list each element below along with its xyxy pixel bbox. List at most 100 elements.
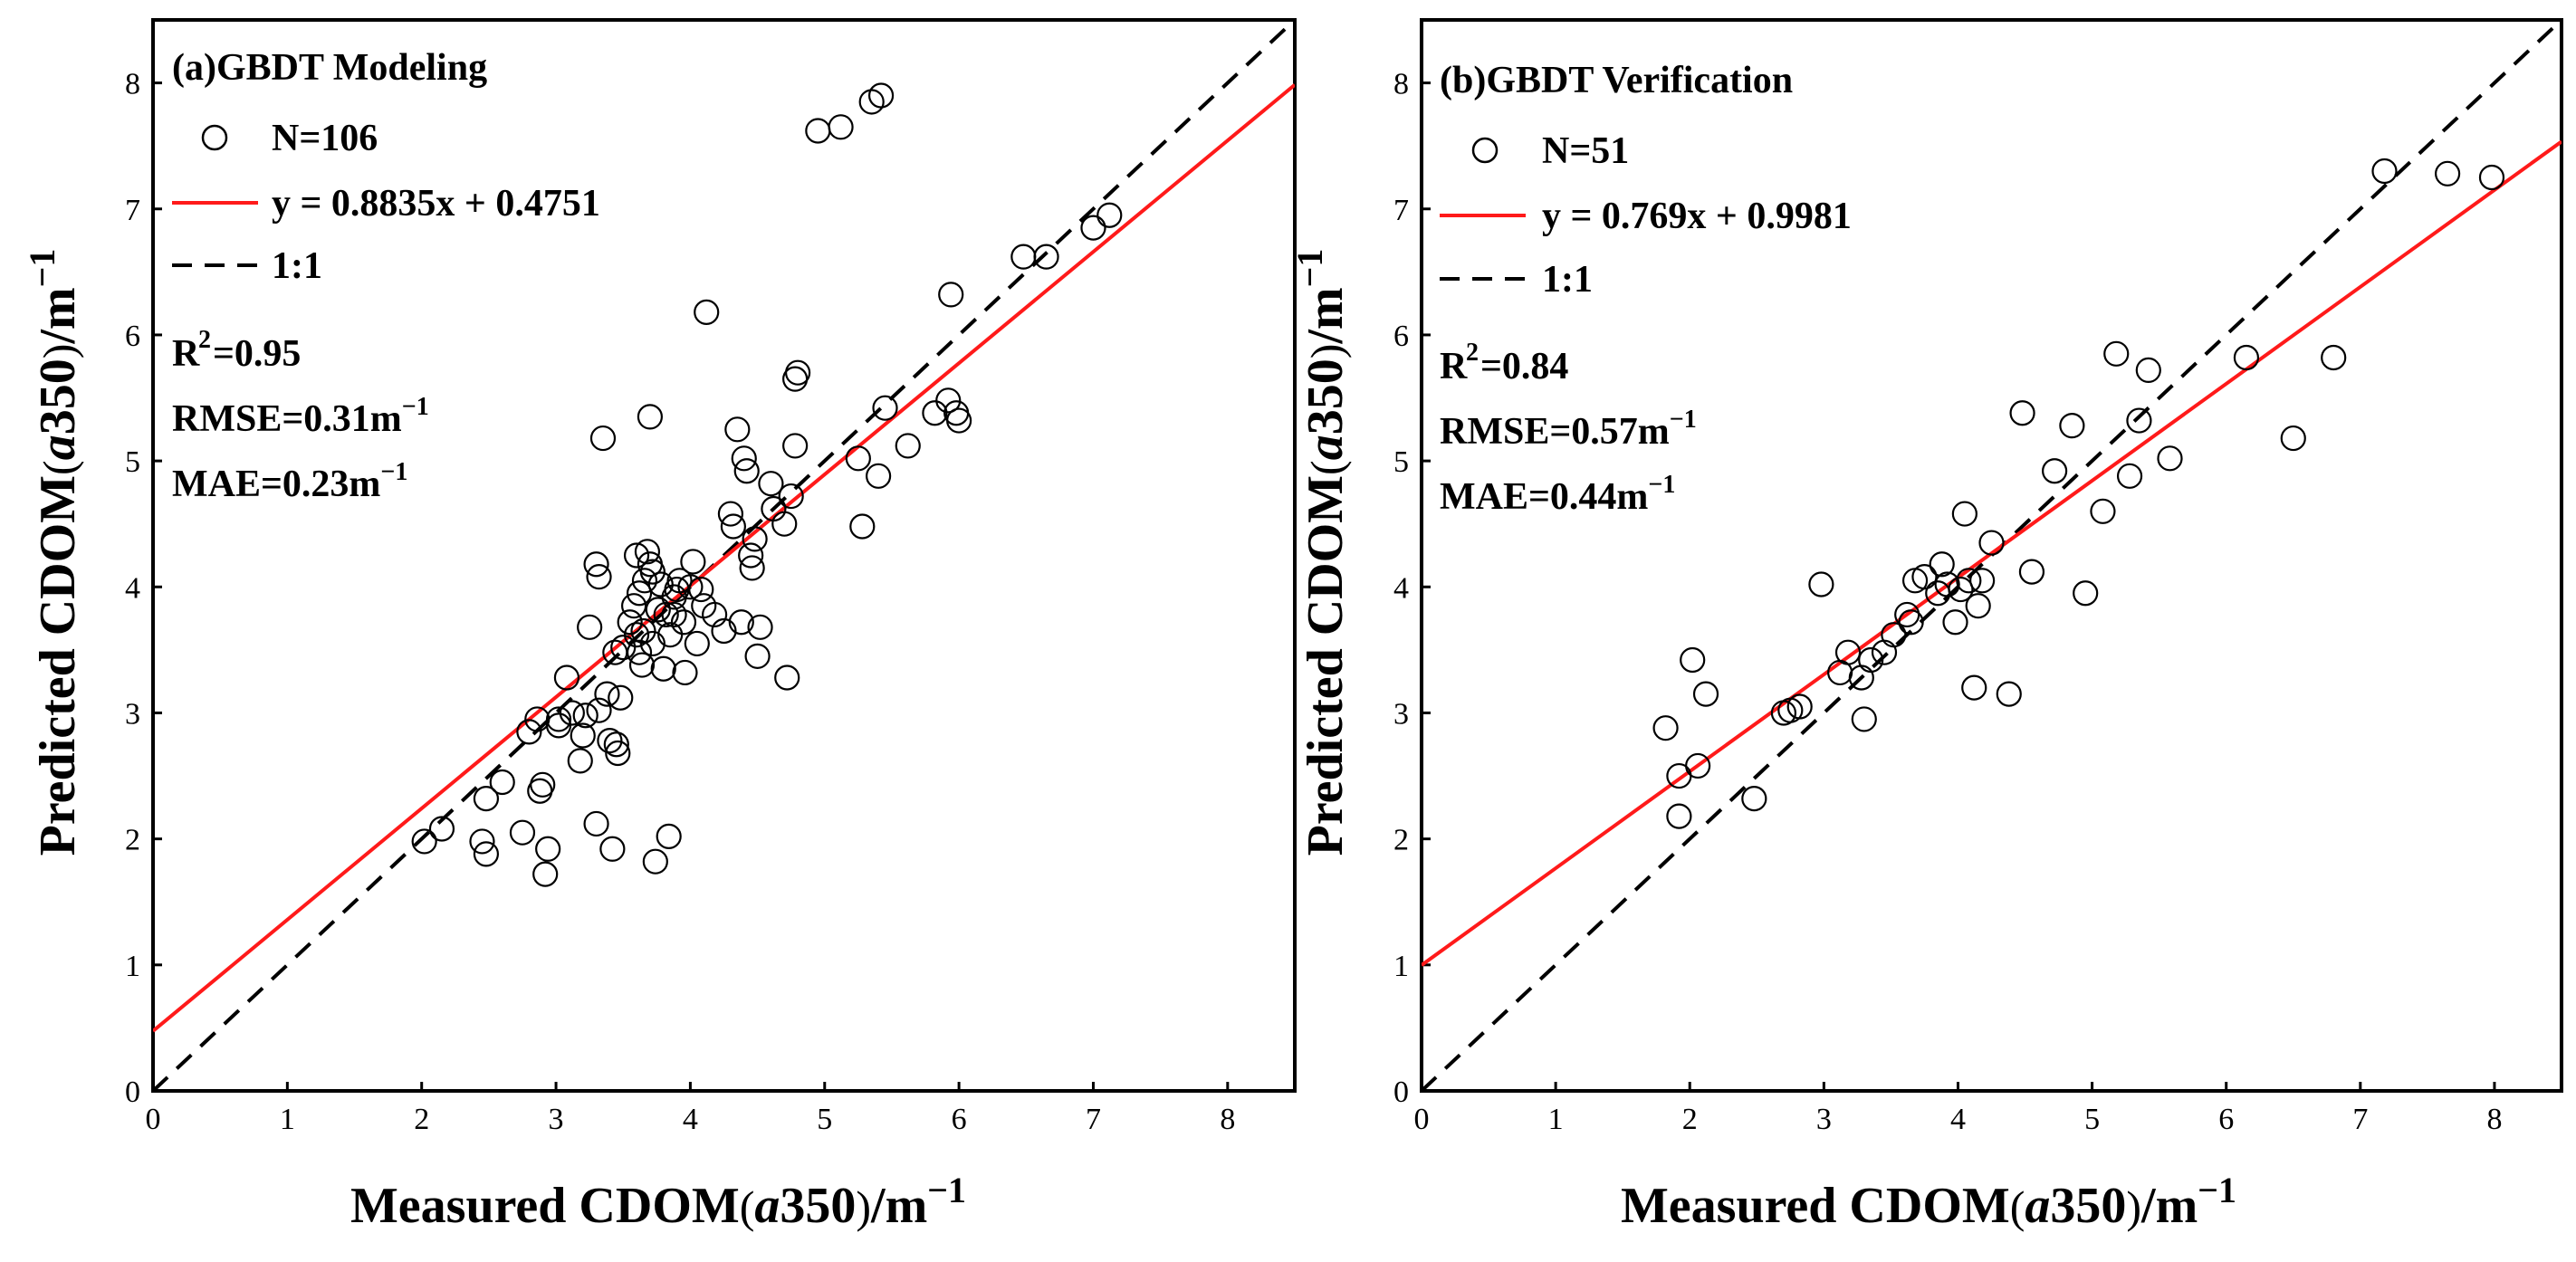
data-point (626, 580, 653, 607)
data-point (650, 655, 676, 682)
data-point (2478, 164, 2505, 191)
data-point (516, 719, 542, 745)
y-ticks: 0 1 2 3 4 5 6 7 8 (1393, 68, 1431, 1109)
data-point (1951, 501, 1977, 527)
data-point (742, 526, 768, 552)
x-tick-label: 3 (1816, 1103, 1832, 1136)
legend-n: N=106 (272, 118, 378, 159)
r2-value: =0.95 (213, 333, 301, 375)
data-point (2009, 400, 2035, 426)
data-point (411, 828, 437, 855)
data-point (946, 407, 972, 434)
x-tick-label: 5 (817, 1103, 832, 1136)
data-point (469, 828, 495, 855)
data-point (828, 114, 854, 140)
data-point (1685, 752, 1711, 779)
data-point (845, 445, 871, 472)
data-point (605, 740, 631, 767)
x-ticks: 0 1 2 3 4 5 6 7 8 (146, 1082, 1235, 1136)
data-point (535, 836, 561, 862)
data-point (672, 659, 698, 686)
data-point (784, 359, 811, 386)
data-point (1881, 622, 1907, 648)
data-point (1969, 568, 1996, 594)
legend-ref: 1:1 (1542, 259, 1593, 301)
data-point (608, 684, 634, 711)
data-point (670, 609, 697, 636)
x-tick-label: 4 (1950, 1103, 1966, 1136)
data-point (1770, 700, 1797, 726)
data-point (1948, 576, 1974, 603)
data-point (524, 706, 551, 732)
data-point (724, 416, 751, 443)
data-point (747, 614, 773, 640)
x-tick-label: 7 (1086, 1103, 1101, 1136)
x-tick-label: 2 (414, 1103, 429, 1136)
data-point (1996, 681, 2022, 707)
data-point (634, 539, 661, 565)
x-tick-label: 3 (549, 1103, 564, 1136)
data-point (473, 841, 500, 867)
data-point (1741, 786, 1767, 812)
data-point (2435, 160, 2461, 186)
data-point (1929, 551, 1955, 578)
data-point (2103, 340, 2130, 367)
data-point (1786, 693, 1813, 720)
data-point (702, 601, 728, 628)
y-tick-label: 8 (1393, 68, 1409, 101)
data-point (867, 82, 895, 109)
data-point (895, 433, 921, 459)
data-point (1692, 681, 1719, 707)
data-point (717, 501, 744, 527)
data-point (428, 816, 455, 842)
data-point (677, 574, 704, 600)
x-tick-label: 1 (280, 1103, 295, 1136)
legend: (a)GBDT Modeling N=106 y = 0.8835x + 0.4… (172, 47, 600, 505)
data-point (509, 819, 536, 846)
data-point (728, 609, 754, 636)
data-point (758, 471, 784, 497)
data-point (1834, 639, 1862, 665)
data-point (2280, 425, 2306, 452)
data-point (623, 622, 650, 648)
data-point (594, 681, 620, 707)
data-point (744, 643, 771, 669)
y-tick-label: 8 (125, 68, 140, 101)
identity-line (153, 20, 1295, 1091)
data-point (1096, 202, 1123, 228)
mae-value: MAE=0.44m−1 (1440, 471, 1675, 518)
legend-marker-circle (1471, 137, 1499, 164)
data-point (778, 483, 804, 510)
data-point (1033, 244, 1059, 270)
y-tick-label: 7 (125, 194, 140, 227)
data-point (1666, 803, 1692, 829)
r2-symbol: R (172, 333, 200, 375)
y-tick-label: 1 (1393, 950, 1409, 983)
data-point (2135, 357, 2161, 384)
y-tick-label: 0 (125, 1076, 140, 1109)
x-tick-label: 1 (1548, 1103, 1564, 1136)
x-tick-label: 4 (683, 1103, 698, 1136)
data-point (532, 861, 559, 887)
data-point (774, 664, 800, 691)
data-point (688, 576, 714, 603)
rmse-value: RMSE=0.57m−1 (1440, 406, 1697, 453)
data-point (680, 549, 706, 575)
data-point (738, 542, 764, 569)
data-point (586, 697, 612, 723)
data-point (731, 445, 757, 472)
y-tick-label: 4 (1393, 571, 1409, 605)
y-axis-title: Predicted CDOM(a350)/m−1 (1289, 249, 1354, 856)
data-point (656, 823, 682, 849)
data-point (567, 748, 593, 774)
y-tick-label: 2 (125, 824, 140, 857)
y-ticks: 0 1 2 3 4 5 6 7 8 (125, 68, 162, 1109)
chart-panel-a: 0 1 2 3 4 5 6 7 8 0 1 2 3 4 5 6 7 8 (a)GBDT Modeling N=1… (22, 18, 1297, 1234)
y-tick-label: 7 (1393, 194, 1409, 227)
data-point (577, 614, 603, 640)
x-tick-label: 6 (952, 1103, 967, 1136)
panel-title: (a)GBDT Modeling (172, 47, 487, 89)
data-point (2321, 344, 2347, 371)
y-tick-label: 5 (125, 445, 140, 479)
data-point (628, 652, 656, 678)
